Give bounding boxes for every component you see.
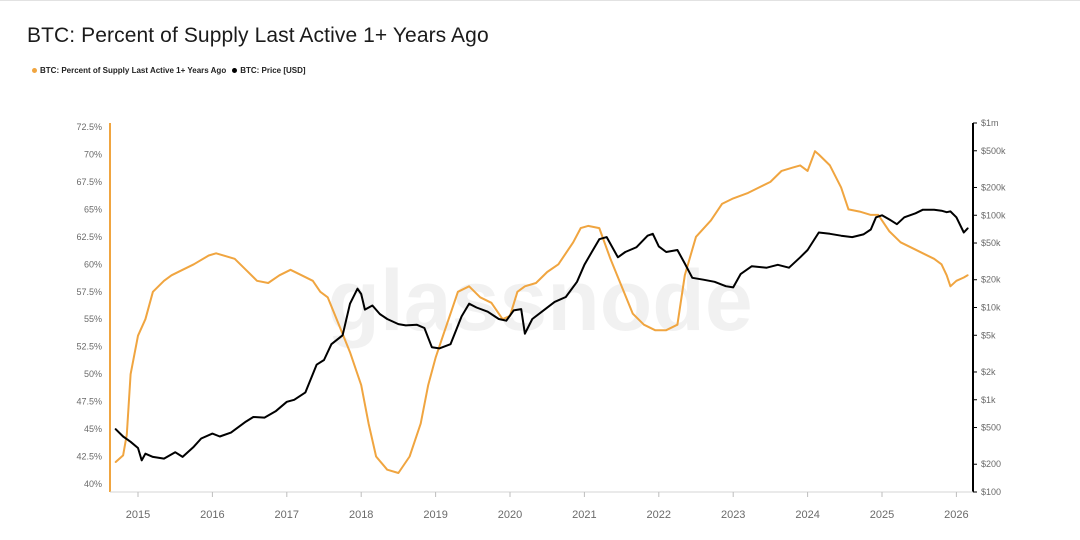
right-tick-label: $200 — [981, 459, 1001, 469]
left-tick-label: 70% — [84, 149, 102, 159]
watermark: glassnode — [327, 253, 752, 349]
left-tick-label: 72.5% — [76, 122, 102, 132]
series-group — [114, 150, 969, 474]
series-line-supply — [114, 150, 969, 474]
legend: BTC: Percent of Supply Last Active 1+ Ye… — [32, 66, 312, 75]
right-tick-label: $500 — [981, 423, 1001, 433]
legend-label-supply: BTC: Percent of Supply Last Active 1+ Ye… — [40, 66, 227, 75]
legend-label-price: BTC: Price [USD] — [240, 66, 306, 75]
legend-item-price[interactable]: BTC: Price [USD] — [232, 66, 306, 75]
right-tick-label: $50k — [981, 238, 1001, 248]
x-tick-label: 2017 — [275, 509, 299, 521]
left-tick-label: 55% — [84, 314, 102, 324]
x-tick-label: 2019 — [423, 509, 447, 521]
right-tick-label: $20k — [981, 275, 1001, 285]
legend-item-supply[interactable]: BTC: Percent of Supply Last Active 1+ Ye… — [32, 66, 226, 75]
left-tick-label: 50% — [84, 369, 102, 379]
left-tick-label: 65% — [84, 204, 102, 214]
right-axis: $1m $500k $200k $100k $50k $20k $10k $5k $2k $1k $… — [972, 118, 1006, 497]
left-tick-label: 67.5% — [76, 177, 102, 187]
x-tick-label: 2026 — [944, 509, 968, 521]
legend-dot-supply-icon — [32, 68, 37, 73]
left-tick-label: 62.5% — [76, 232, 102, 242]
right-tick-label: $1m — [981, 118, 999, 128]
x-axis: 2015 2016 2017 2018 2019 2020 2021 2022 2023 2024… — [110, 491, 973, 521]
x-tick-label: 2015 — [126, 509, 150, 521]
x-tick-label: 2022 — [647, 509, 671, 521]
x-tick-label: 2025 — [870, 509, 894, 521]
series-line-price — [114, 208, 969, 462]
x-tick-label: 2016 — [200, 509, 224, 521]
x-tick-label: 2024 — [795, 509, 819, 521]
right-tick-label: $100k — [981, 210, 1006, 220]
left-tick-label: 60% — [84, 259, 102, 269]
right-tick-label: $200k — [981, 182, 1006, 192]
right-tick-label: $10k — [981, 303, 1001, 313]
chart-title: BTC: Percent of Supply Last Active 1+ Ye… — [27, 24, 489, 47]
x-tick-label: 2020 — [498, 509, 522, 521]
left-tick-label: 45% — [84, 424, 102, 434]
right-tick-label: $2k — [981, 367, 996, 377]
right-tick-label: $1k — [981, 395, 996, 405]
right-tick-label: $100 — [981, 487, 1001, 497]
right-tick-label: $500k — [981, 146, 1006, 156]
x-tick-label: 2021 — [572, 509, 596, 521]
right-tick-label: $5k — [981, 330, 996, 340]
x-tick-label: 2023 — [721, 509, 745, 521]
left-tick-label: 42.5% — [76, 452, 102, 462]
left-axis: 72.5% 70% 67.5% 65% 62.5% 60% 57.5% 55% 52.5% 50%… — [76, 122, 111, 492]
left-tick-label: 47.5% — [76, 397, 102, 407]
left-tick-label: 40% — [84, 479, 102, 489]
top-divider — [0, 0, 1080, 1]
legend-dot-price-icon — [232, 68, 238, 73]
x-tick-label: 2018 — [349, 509, 373, 521]
left-tick-label: 52.5% — [76, 342, 102, 352]
left-tick-label: 57.5% — [76, 287, 102, 297]
